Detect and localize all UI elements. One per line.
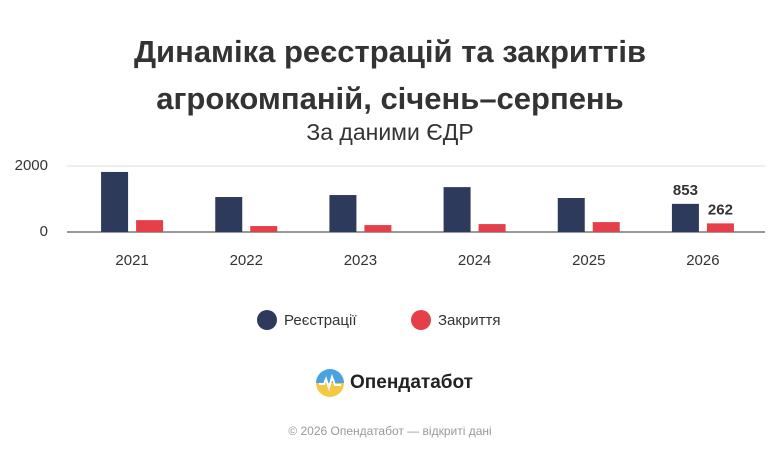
bar [706, 223, 734, 232]
data-label: 262 [708, 201, 733, 218]
legend-label: Закриття [438, 312, 501, 329]
bar [329, 195, 357, 232]
bar [557, 198, 585, 232]
brand-logo [316, 369, 344, 397]
x-tick-label: 2024 [458, 252, 491, 269]
y-tick-label: 0 [40, 223, 48, 240]
footer: © 2026 Опендатабот — відкриті дані [288, 424, 492, 438]
bar [215, 197, 243, 232]
legend-marker [257, 310, 277, 330]
bar [478, 224, 506, 232]
data-label: 853 [673, 182, 698, 199]
bar [443, 187, 471, 232]
x-tick-label: 2022 [230, 252, 263, 269]
legend-marker [411, 310, 431, 330]
legend-label: Реєстрації [284, 312, 357, 329]
chart-subtitle: За даними ЄДР [306, 119, 474, 145]
x-tick-label: 2026 [686, 252, 719, 269]
chart-title: Динаміка реєстрацій та закриттів агроком… [133, 34, 647, 116]
x-tick-label: 2021 [115, 252, 148, 269]
bar [136, 220, 164, 232]
brand-name: Опендатабот [350, 372, 473, 393]
bar [101, 171, 129, 232]
bar [592, 222, 620, 232]
bar [364, 225, 392, 232]
brand: Опендатабот [316, 369, 473, 397]
x-tick-label: 2023 [344, 252, 377, 269]
bar [671, 203, 699, 232]
chart: 0 2000 2021 2022 2023 2024 2025 2026 853 262 Реєст… [15, 157, 765, 330]
x-tick-label: 2025 [572, 252, 605, 269]
bar [250, 226, 278, 232]
y-tick-label: 2000 [15, 157, 48, 174]
